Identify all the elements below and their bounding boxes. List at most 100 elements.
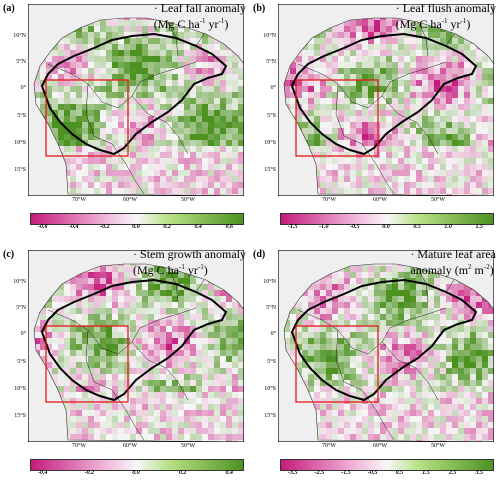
- lon-label: 70°W: [321, 443, 337, 449]
- lat-label: 15°S: [14, 167, 26, 173]
- colorbar-ticks: -0.4 -0.2 0.0 0.2 0.4: [30, 470, 242, 480]
- lat-label: 15°S: [264, 413, 276, 419]
- coastline: [283, 263, 494, 442]
- colorbar-tick-label: 0.0: [132, 470, 140, 476]
- colorbar: [280, 459, 494, 471]
- lon-label: 70°W: [71, 443, 87, 449]
- study-region-box: [295, 325, 379, 403]
- colorbar-tick-label: -0.2: [84, 470, 95, 476]
- colorbar-tick-label: -3.5: [287, 470, 298, 476]
- title-line1: Mature leaf area: [417, 247, 496, 261]
- lat-label: 5°N: [266, 59, 276, 65]
- map-frame: [28, 250, 244, 442]
- title-sup2: -2: [483, 263, 490, 271]
- title-line1: Stem growth anomaly: [140, 247, 246, 261]
- colorbar-tick-label: -0.2: [100, 224, 110, 230]
- lat-label: 5°S: [267, 113, 276, 119]
- country-border: [381, 95, 439, 155]
- country-border: [335, 83, 363, 145]
- country-border: [445, 33, 455, 47]
- map-title: · Mature leaf area anomaly (m2 m-2): [410, 248, 496, 277]
- country-border: [139, 61, 197, 83]
- colorbar-tick-label: 3.5: [475, 470, 484, 476]
- lat-label: 5°N: [16, 59, 26, 65]
- map-area: [278, 250, 494, 442]
- basin-outline: [290, 32, 478, 156]
- map-frame: [278, 250, 494, 442]
- colorbar: [30, 459, 244, 471]
- colorbar-tick-label: 0.0: [132, 224, 140, 230]
- lat-label: 5°S: [17, 359, 26, 365]
- lat-label: 15°S: [264, 167, 276, 173]
- map-svg: [28, 250, 244, 442]
- lon-label: 60°W: [372, 197, 388, 203]
- title-mid: yr: [447, 17, 461, 31]
- title-mid: m: [471, 263, 484, 277]
- colorbar-tick-label: 0.2: [178, 470, 187, 476]
- lon-label: 50°W: [430, 197, 446, 203]
- coastline: [33, 263, 244, 442]
- panel-letter: (a): [3, 3, 15, 14]
- colorbar-tick-label: -1.0: [319, 224, 329, 230]
- lat-label: 5°N: [266, 305, 276, 311]
- lon-label: 70°W: [321, 197, 337, 203]
- study-region-box: [45, 79, 129, 157]
- map-svg: [28, 4, 244, 196]
- colorbar-tick-label: 2.5: [448, 470, 457, 476]
- title-sup2: -1: [197, 263, 204, 271]
- colorbar-tick-label: 1.5: [475, 224, 484, 230]
- lat-label: 10°S: [264, 386, 276, 392]
- colorbar-tick-label: -2.5: [314, 470, 325, 476]
- title-end: ): [224, 17, 229, 31]
- lon-label: 60°W: [122, 443, 138, 449]
- country-border: [381, 341, 439, 401]
- title-dots-icon: ·: [133, 247, 141, 261]
- title-dots-icon: ·: [395, 1, 403, 15]
- lat-label: 0°: [20, 331, 26, 337]
- country-border: [361, 143, 395, 195]
- map-frame: [28, 4, 244, 196]
- colorbar-ticks: -3.5 -2.5 -1.5 -0.5 0.5 1.5 2.5 3.5: [280, 470, 492, 480]
- colorbar-tick-label: -0.4: [69, 224, 79, 230]
- basin-outline: [40, 278, 228, 402]
- title-line1: Leaf flush anomaly: [402, 1, 496, 15]
- title-end: ): [466, 17, 471, 31]
- title-dots-icon: ·: [410, 247, 418, 261]
- coastline: [33, 17, 244, 196]
- panel-b: (b) · Leaf flush anomaly (Mg C ha-1 yr-1…: [250, 0, 500, 246]
- basin-outline: [40, 32, 228, 156]
- lon-label: 60°W: [372, 443, 388, 449]
- colorbar-tick-label: -1.5: [287, 224, 298, 230]
- colorbar: [280, 213, 494, 225]
- title-end: ): [203, 263, 208, 277]
- title-sup2: -1: [218, 17, 225, 25]
- colorbar-tick-label: 1.0: [444, 224, 452, 230]
- lat-label: 5°S: [267, 359, 276, 365]
- colorbar-tick-label: -1.5: [341, 470, 351, 476]
- colorbar-tick-label: 0.2: [163, 224, 171, 230]
- colorbar-tick-label: -0.6: [37, 224, 48, 230]
- title-line2: (Mg C ha: [395, 17, 442, 31]
- map-frame: [278, 4, 494, 196]
- title-line2: (Mg C ha: [153, 17, 200, 31]
- country-border: [195, 33, 205, 47]
- lat-label: 0°: [270, 85, 276, 91]
- country-border: [131, 95, 189, 155]
- map-area: [28, 250, 244, 442]
- title-dots-icon: ·: [153, 1, 161, 15]
- country-border: [361, 389, 395, 441]
- colorbar: [30, 213, 244, 225]
- title-mid: yr: [205, 17, 219, 31]
- map-title: · Stem growth anomaly (Mg C ha-1 yr-1): [133, 248, 246, 277]
- title-line2: anomaly (m: [410, 263, 469, 277]
- title-line1: Leaf fall anomaly: [160, 1, 246, 15]
- study-region-box: [295, 79, 379, 157]
- map-area: [278, 4, 494, 196]
- lon-label: 50°W: [180, 443, 196, 449]
- lat-label: 10°N: [263, 279, 276, 285]
- title-sup1: 2: [468, 263, 472, 271]
- title-end: ): [489, 263, 494, 277]
- basin-outline: [290, 278, 478, 402]
- lat-label: 0°: [270, 331, 276, 337]
- country-border: [389, 307, 447, 329]
